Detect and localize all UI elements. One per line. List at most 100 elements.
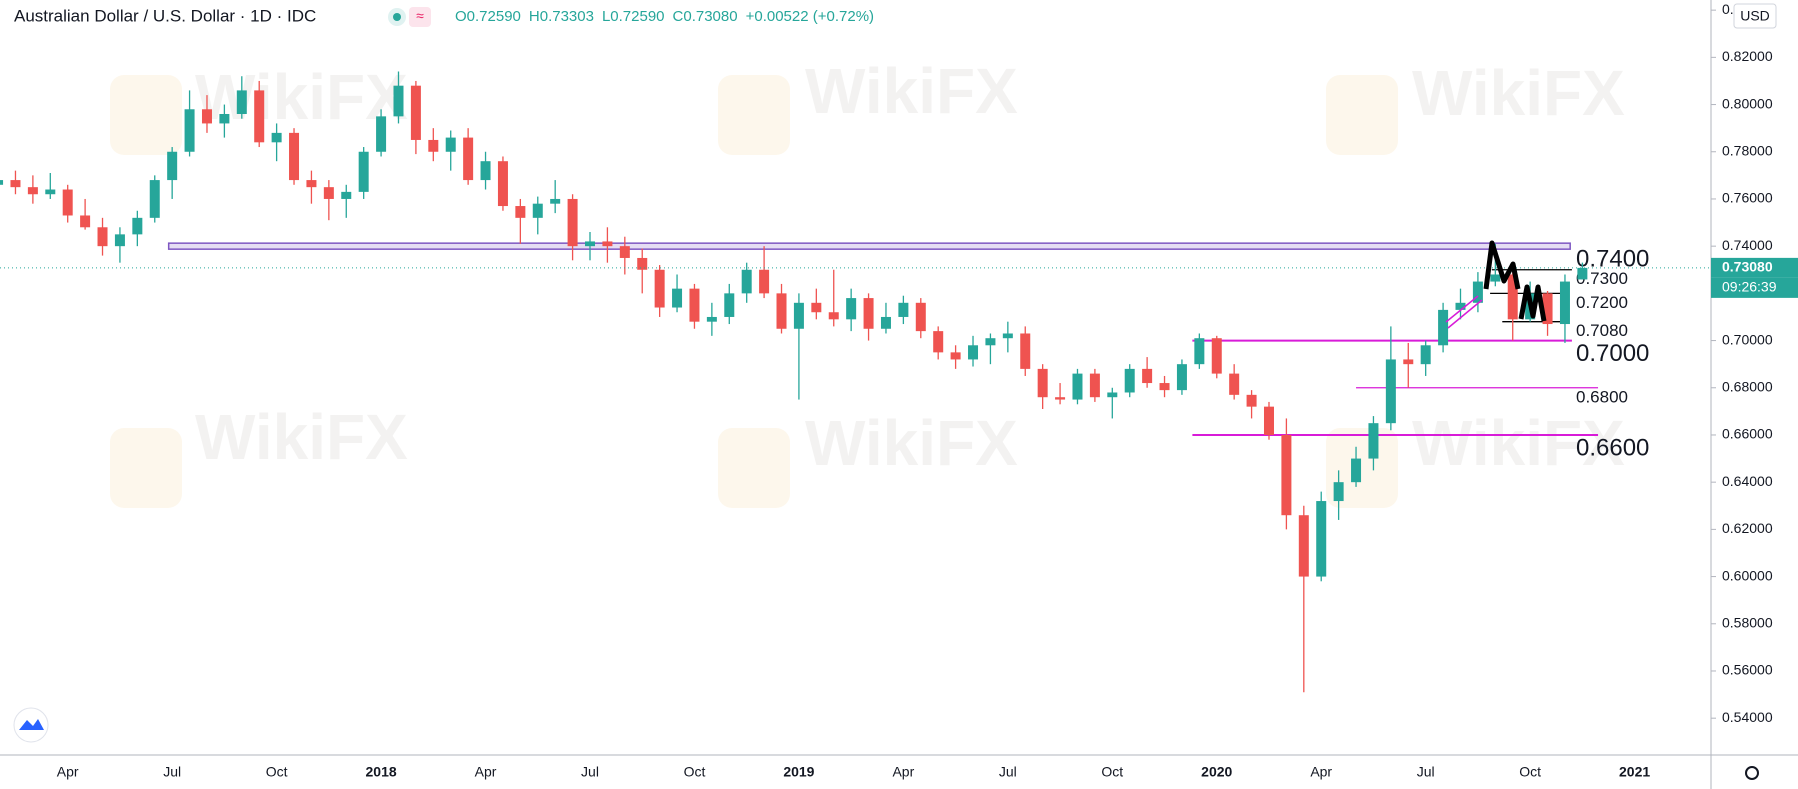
candle-body [1263, 406, 1274, 435]
candle-body [515, 206, 526, 218]
candle-body [1455, 302, 1466, 310]
candle-body [132, 217, 143, 235]
candle-body [1577, 267, 1588, 280]
watermark-logo [718, 428, 790, 508]
candle-body [393, 85, 404, 117]
x-tick-label: Jul [999, 764, 1017, 780]
candle-body [114, 234, 125, 247]
y-tick-label: 0.60000 [1722, 567, 1773, 583]
candle-body [10, 180, 21, 188]
candle-body [1194, 338, 1205, 365]
watermark: WikiFX [805, 55, 1018, 127]
candle-body [1229, 373, 1240, 395]
candle-body [1385, 359, 1396, 424]
candle-body [45, 189, 56, 195]
ohlc-item: O0.72590 [455, 8, 521, 25]
x-tick-label: 2018 [366, 764, 397, 780]
candle-body [1368, 423, 1379, 459]
watermark-logo [110, 75, 182, 155]
candle-body [1281, 434, 1292, 516]
x-tick-label: 2021 [1619, 764, 1650, 780]
candle-body [637, 257, 648, 270]
candle-body [968, 345, 979, 360]
candle-body [828, 312, 839, 320]
candle-body [428, 139, 439, 152]
candle-body [672, 288, 683, 308]
status-dot [393, 13, 401, 21]
candle-body [1159, 383, 1170, 391]
candle-body [1002, 333, 1013, 339]
candle-body [585, 241, 595, 247]
candle-body [97, 227, 108, 247]
candle-body [532, 203, 543, 218]
y-tick-label: 0.76000 [1722, 190, 1773, 206]
level-label: 0.7080 [1576, 321, 1628, 340]
candle-body [289, 132, 300, 181]
candle-body [1351, 458, 1362, 483]
candle-body [184, 109, 195, 152]
candle-body [846, 298, 857, 320]
candle-body [567, 198, 578, 247]
y-tick-label: 0.74000 [1722, 237, 1773, 253]
y-tick-label: 0.62000 [1722, 520, 1773, 536]
ohlc-values: O0.72590 H0.73303 L0.72590 C0.73080 +0.00522… [455, 8, 874, 25]
watermark: WikiFX [1412, 57, 1625, 129]
candle-body [167, 151, 178, 181]
candle-body [1542, 293, 1553, 325]
candle-body [1142, 368, 1153, 384]
candle-body [27, 187, 38, 195]
candle-body [550, 198, 561, 204]
watermarks: WikiFX WikiFX WikiFX WikiFX WikiFX WikiF… [110, 55, 1625, 508]
last-price-label: 0.73080 [1722, 259, 1773, 275]
y-tick-label: 0.66000 [1722, 426, 1773, 442]
candle-body [741, 269, 752, 294]
x-tick-label: 2020 [1201, 764, 1232, 780]
watermark-logo [110, 428, 182, 508]
candle-body [1176, 364, 1187, 391]
candle-body [410, 85, 421, 140]
candle-body [619, 246, 630, 258]
chart-title: Australian Dollar / U.S. Dollar · 1D · I… [14, 6, 316, 25]
candle-body [1438, 309, 1449, 346]
y-tick-label: 0.80000 [1722, 95, 1773, 111]
y-tick-label: 0.70000 [1722, 331, 1773, 347]
currency-button[interactable] [1733, 3, 1777, 29]
last-price-box [1711, 257, 1798, 278]
data-delay-icon[interactable] [409, 7, 431, 27]
x-tick-label: Apr [475, 764, 497, 780]
m-pattern [1518, 284, 1547, 322]
logo-icon [19, 719, 44, 730]
x-tick-label: Jul [163, 764, 181, 780]
ohlc-item: L0.72590 [602, 8, 665, 25]
watermark: WikiFX [195, 61, 408, 133]
level-label: 0.6800 [1576, 387, 1628, 406]
candle-body [793, 302, 804, 329]
y-tick-label: 0.68000 [1722, 378, 1773, 394]
watermark-logo [1326, 428, 1398, 508]
candle-body [1403, 359, 1414, 365]
y-tick-label: 0.64000 [1722, 473, 1773, 489]
candle-body [480, 161, 491, 181]
candle-body [1420, 345, 1431, 365]
y-tick-label: 0.78000 [1722, 142, 1773, 158]
x-tick-label: Apr [1310, 764, 1332, 780]
candle-body [323, 187, 334, 199]
candle-body [1211, 338, 1222, 374]
plot-area: 0.74000.73000.72000.70800.70000.68000.66… [0, 71, 1711, 693]
ohlc-item: H0.73303 [529, 8, 594, 25]
candle-body [254, 90, 265, 143]
ohlc-item: +0.00522 (+0.72%) [746, 8, 874, 25]
candle-body [1559, 281, 1570, 325]
x-tick-label: Oct [1101, 764, 1123, 780]
candle-body [689, 288, 700, 322]
x-tick-label: Oct [1519, 764, 1541, 780]
x-tick-label: Apr [892, 764, 914, 780]
candle-body [358, 151, 369, 192]
candle-body [759, 269, 770, 294]
candle-body [1107, 392, 1118, 398]
candle-body [985, 338, 996, 346]
candle-body [445, 137, 456, 152]
settings-icon[interactable] [1745, 766, 1759, 780]
ohlc-item: C0.73080 [673, 8, 738, 25]
